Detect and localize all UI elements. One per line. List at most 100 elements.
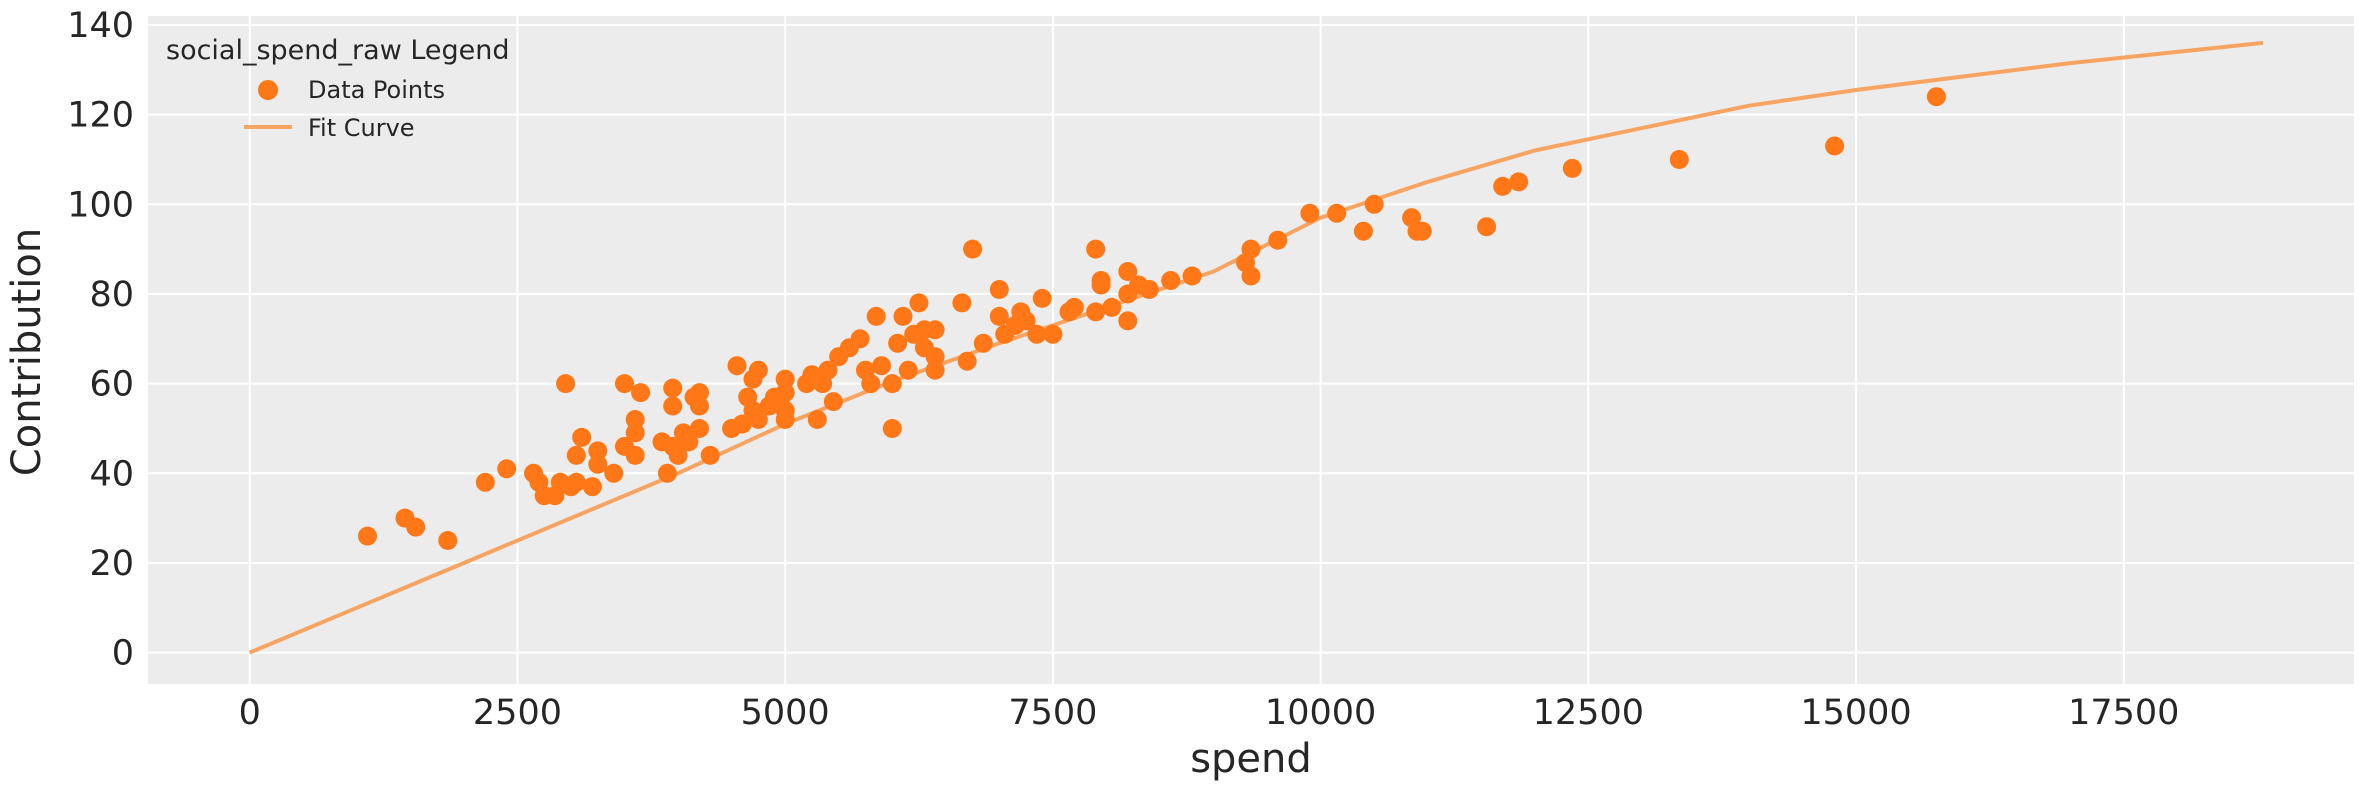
fit-curve-line (248, 40, 2264, 655)
x-tick-label: 10000 (1265, 693, 1376, 733)
y-tick-label: 60 (89, 365, 134, 405)
data-point (1086, 302, 1106, 322)
data-point (882, 374, 902, 394)
data-point (963, 239, 983, 259)
y-tick-label: 0 (112, 634, 134, 674)
data-point (604, 463, 624, 483)
data-point (898, 360, 918, 380)
x-tick-label: 15000 (1800, 693, 1911, 733)
data-point (1241, 266, 1261, 286)
data-point (1161, 271, 1181, 290)
data-point (1926, 87, 1946, 107)
data-point (1086, 239, 1106, 259)
data-point (1032, 288, 1052, 308)
y-axis-title: Contribution (4, 228, 50, 476)
data-point (1412, 221, 1432, 241)
data-point (1182, 266, 1202, 286)
data-point (663, 378, 683, 398)
data-point (566, 472, 586, 492)
data-point (818, 360, 838, 380)
data-point (625, 410, 645, 429)
data-point (588, 441, 608, 461)
data-point (1118, 311, 1138, 331)
data-point (625, 423, 645, 443)
data-point (989, 306, 1009, 326)
data-point (989, 280, 1009, 299)
data-point (700, 445, 720, 465)
data-point (1016, 311, 1036, 331)
y-tick-label: 20 (89, 544, 134, 584)
data-point (625, 445, 645, 465)
data-point (850, 329, 870, 349)
data-point (438, 531, 458, 550)
data-point (572, 427, 592, 447)
data-point (679, 432, 699, 452)
data-point (566, 445, 586, 465)
data-point (925, 360, 945, 380)
data-point (1353, 221, 1373, 241)
data-point (893, 306, 913, 326)
y-tick-label: 100 (67, 185, 134, 225)
data-point (952, 293, 972, 313)
data-point (823, 392, 843, 412)
data-point (748, 410, 768, 429)
data-point (1493, 176, 1513, 196)
data-point (556, 374, 576, 394)
data-point (1091, 275, 1111, 295)
y-tick-label: 80 (89, 275, 134, 315)
data-point (861, 374, 881, 394)
data-point (497, 459, 517, 479)
data-point (1118, 262, 1138, 281)
data-point (690, 396, 709, 416)
data-point (925, 320, 945, 340)
data-point (475, 472, 495, 492)
data-point (1064, 297, 1084, 317)
data-point (909, 293, 929, 313)
data-point (1477, 217, 1497, 237)
legend: social_spend_raw Legend Data Points Fit … (166, 35, 510, 142)
data-point (1825, 136, 1845, 156)
x-tick-label: 5000 (741, 693, 830, 733)
data-point (615, 374, 634, 394)
data-point (1364, 194, 1384, 214)
data-point (775, 383, 795, 403)
legend-data-points-marker (258, 80, 278, 100)
data-point (1300, 203, 1320, 223)
data-point (957, 351, 977, 371)
data-point (1509, 172, 1529, 192)
data-point (588, 454, 608, 474)
data-point (775, 369, 795, 389)
data-point (1027, 324, 1047, 344)
plot-background (148, 16, 2354, 684)
data-point (1327, 203, 1347, 223)
x-tick-label: 17500 (2068, 693, 2179, 733)
data-point (925, 347, 945, 367)
data-point (866, 306, 886, 326)
grid-lines (148, 16, 2354, 684)
legend-data-points-label: Data Points (308, 76, 445, 104)
y-tick-label: 120 (67, 96, 134, 136)
y-tick-label: 40 (89, 454, 134, 494)
data-point (888, 333, 908, 353)
data-point (582, 477, 602, 497)
y-tick-labels: 0 20 40 60 80 100 120 140 (67, 6, 134, 674)
data-point (973, 333, 993, 353)
x-tick-labels: 0 2500 5000 7500 10000 12500 15000 17500 (239, 693, 2180, 733)
data-point (631, 383, 651, 403)
fit-curve-group (248, 40, 2264, 655)
data-point (872, 356, 891, 376)
data-point (882, 419, 902, 438)
data-point (732, 414, 752, 434)
data-point (358, 526, 377, 546)
data-point (690, 383, 709, 403)
data-point (1562, 158, 1582, 178)
data-point (406, 517, 426, 537)
x-tick-label: 2500 (473, 693, 562, 733)
y-tick-label: 140 (67, 6, 134, 46)
data-point (748, 360, 768, 380)
data-point (807, 410, 827, 429)
data-point (1102, 297, 1122, 317)
x-axis-title: spend (1190, 736, 1312, 782)
x-tick-label: 0 (239, 693, 261, 733)
